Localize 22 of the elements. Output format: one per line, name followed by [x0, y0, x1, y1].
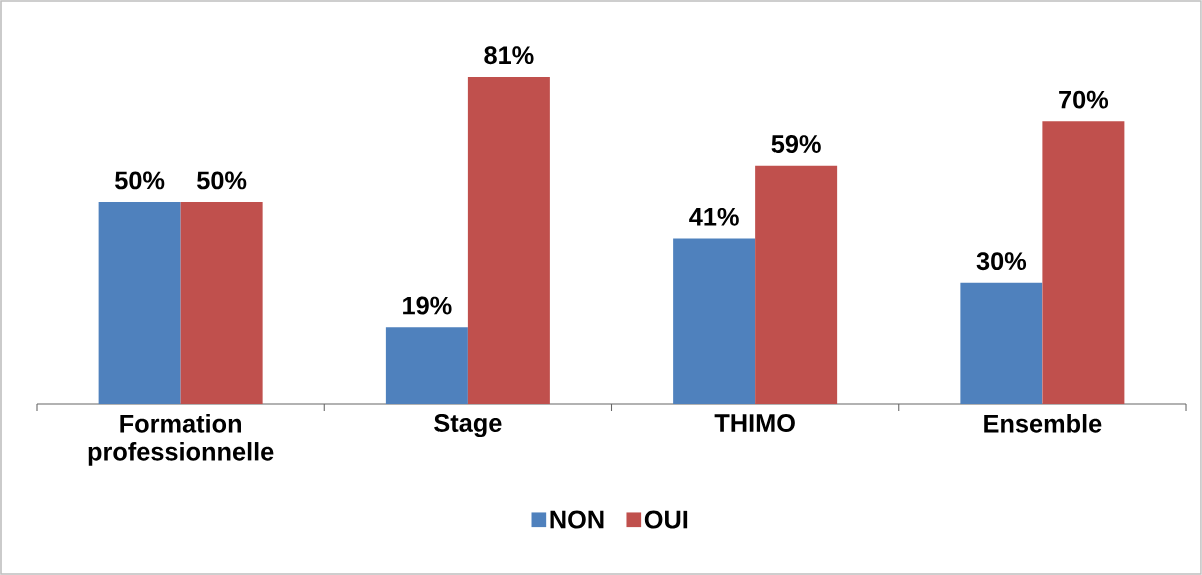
data-label: 19% — [403, 296, 452, 315]
data-label: 50% — [115, 171, 165, 190]
bar — [385, 327, 468, 404]
bar — [180, 202, 263, 404]
x-tick-label: THIMO — [714, 414, 795, 432]
data-label: 70% — [1059, 90, 1109, 109]
bar — [960, 282, 1043, 404]
data-label: 50% — [197, 171, 247, 190]
x-tick-label: Ensemble — [984, 414, 1102, 433]
data-label: 30% — [976, 252, 1027, 271]
legend-label: NON — [550, 510, 604, 529]
data-label: 59% — [771, 135, 821, 154]
bar — [755, 165, 838, 404]
legend-label: OUI — [644, 510, 688, 529]
bar — [467, 76, 550, 404]
bar — [98, 202, 181, 404]
bar — [673, 238, 756, 404]
data-label: 41% — [689, 207, 739, 226]
bar — [1042, 121, 1125, 404]
data-label: 81% — [484, 46, 534, 65]
x-tick-label: Formation professionnelle — [88, 414, 274, 466]
x-tick-label: Stage — [434, 414, 502, 438]
